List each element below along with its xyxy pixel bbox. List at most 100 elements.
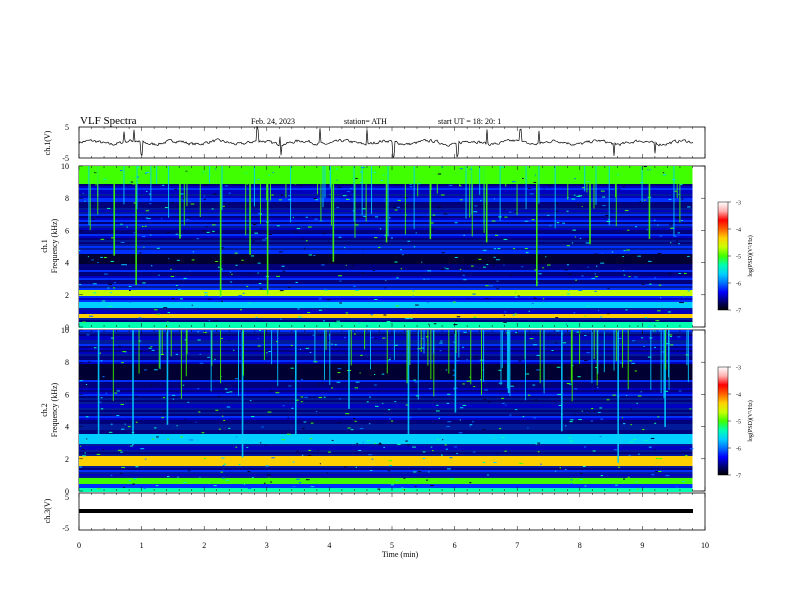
spectrogram-sferic [320, 166, 322, 221]
spectrogram-speckle [133, 232, 135, 234]
spectrogram-speckle [525, 373, 530, 375]
spectrogram-speckle [373, 269, 375, 271]
spectrogram-sferic [332, 166, 335, 262]
y-tick-label: 10 [61, 326, 69, 335]
spectrogram-speckle [447, 393, 451, 395]
spectrogram-speckle [84, 452, 86, 454]
spectrogram-speckle [366, 401, 369, 403]
spectrogram-row [79, 346, 693, 348]
spectrogram-speckle [428, 471, 430, 473]
spectrogram-speckle [456, 316, 461, 318]
spectrogram-speckle [667, 311, 672, 313]
spectrogram-speckle [578, 419, 582, 421]
spectrogram-speckle [631, 437, 635, 439]
spectrogram-sferic [242, 330, 244, 376]
spectrogram-sferic [470, 330, 472, 385]
colorbar-tick-label: -7 [736, 474, 741, 480]
spectrogram-speckle [222, 205, 225, 207]
spectrogram-speckle [562, 222, 566, 224]
spectrogram-speckle [658, 330, 660, 332]
spectrogram-speckle [411, 386, 416, 388]
spectrogram-speckle [445, 448, 448, 450]
spectrogram-speckle [135, 421, 138, 423]
spectrogram-speckle [466, 359, 469, 361]
spectrogram-speckle [359, 428, 364, 430]
spectrogram-speckle [493, 256, 496, 258]
spectrogram-speckle [319, 463, 321, 465]
spectrogram-speckle [279, 199, 282, 201]
spectrogram-speckle [474, 356, 479, 358]
spectrogram-row [79, 384, 693, 386]
spectrogram-speckle [361, 272, 365, 274]
spectrogram-speckle [103, 178, 107, 180]
spectrogram-speckle [156, 436, 159, 438]
spectrogram-speckle [421, 261, 423, 263]
spectrogram-speckle [114, 391, 118, 393]
spectrogram-sferic [500, 330, 502, 385]
spectrogram-row [79, 420, 693, 422]
spectrogram-row [79, 430, 693, 432]
ch1-spectrogram-image [79, 166, 693, 328]
spectrogram-sferic [324, 166, 326, 198]
spectrogram-speckle [493, 461, 497, 463]
spectrogram-speckle [92, 283, 97, 285]
spectrogram-speckle [151, 384, 153, 386]
spectrogram-speckle [251, 477, 254, 479]
spectrogram-speckle [369, 423, 371, 425]
spectrogram-speckle [654, 422, 657, 424]
spectrogram-sferic [586, 166, 588, 193]
spectrogram-speckle [503, 209, 506, 211]
spectrogram-speckle [338, 398, 341, 400]
spectrogram-speckle [388, 359, 391, 361]
spectrogram-sferic [406, 166, 408, 184]
spectrogram-speckle [318, 298, 322, 300]
spectrogram-speckle [305, 479, 310, 481]
spectrogram-speckle [565, 468, 567, 470]
spectrogram-speckle [386, 320, 391, 322]
spectrogram-speckle [313, 443, 318, 445]
spectrogram-speckle [591, 408, 594, 410]
spectrogram-speckle [659, 235, 663, 237]
spectrogram-speckle [276, 225, 280, 227]
spectrogram-speckle [263, 482, 266, 484]
spectrogram-speckle [400, 249, 403, 251]
spectrogram-speckle [362, 441, 364, 443]
spectrogram-speckle [353, 333, 356, 335]
spectrogram-speckle [302, 427, 305, 429]
spectrogram-speckle [308, 449, 311, 451]
spectrogram-speckle [422, 457, 425, 459]
spectrogram-speckle [113, 287, 116, 289]
spectrogram-speckle [207, 298, 212, 300]
spectrogram-speckle [492, 265, 495, 267]
colorbar-ch1: -3 -4 -5 -6 -7 log(PSD)(V²/Hz) [717, 201, 754, 315]
spectrogram-speckle [396, 277, 399, 279]
spectrogram-speckle [166, 231, 170, 233]
spectrogram-sferic [483, 330, 485, 382]
spectrogram-sferic [679, 166, 681, 223]
spectrogram-speckle [310, 486, 315, 488]
spectrogram-speckle [689, 448, 694, 450]
spectrogram-sferic [593, 166, 595, 209]
spectrogram-speckle [113, 282, 117, 284]
spectrogram-speckle [317, 449, 319, 451]
spectrogram-speckle [138, 340, 142, 342]
spectrogram-speckle [654, 471, 659, 473]
x-axis-ticklabels: 0 1 2 3 4 5 6 7 8 9 10 [77, 541, 709, 550]
spectrogram-speckle [674, 235, 677, 237]
spectrogram-speckle [228, 340, 230, 342]
spectrogram-speckle [100, 397, 103, 399]
spectrogram-speckle [442, 439, 444, 441]
spectrogram-speckle [108, 284, 113, 286]
spectrogram-speckle [654, 277, 657, 279]
spectrogram-row [79, 294, 693, 296]
spectrogram-speckle [537, 281, 539, 283]
spectrogram-speckle [301, 378, 303, 380]
spectrogram-speckle [257, 338, 259, 340]
spectrogram-speckle [513, 248, 515, 250]
spectrogram-sferic [589, 166, 591, 245]
spectrogram-speckle [208, 319, 210, 321]
spectrogram-speckle [144, 458, 147, 460]
y-tick-label: 6 [65, 226, 69, 235]
spectrogram-speckle [99, 352, 102, 354]
spectrogram-speckle [425, 336, 429, 338]
